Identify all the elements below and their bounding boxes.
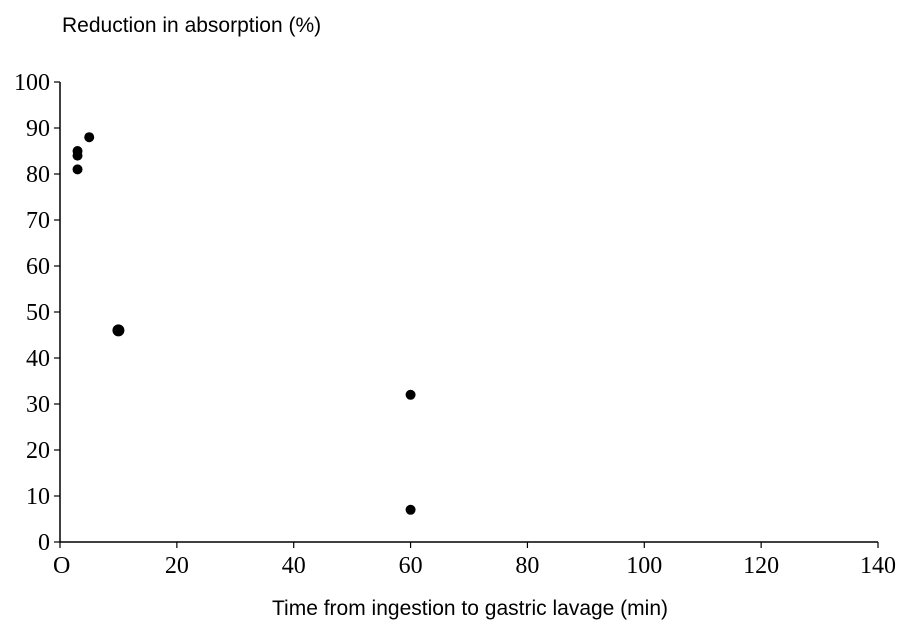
x-tick-label: 140 — [860, 553, 896, 579]
x-tick-label: 60 — [399, 553, 423, 579]
y-axis-title: Reduction in absorption (%) — [62, 14, 322, 37]
x-tick-label: 100 — [626, 553, 662, 579]
y-tick-label: 70 — [26, 208, 50, 234]
axis-ticks: O 20 40 60 80 100 120 140 0 10 20 30 40 50 60 70 80 90 100 — [14, 70, 896, 579]
data-points — [72, 132, 416, 515]
data-point — [112, 324, 125, 337]
data-point — [84, 132, 95, 143]
y-tick-label: 100 — [14, 70, 50, 96]
x-tick-label: O — [53, 553, 70, 579]
x-tick-label: 120 — [743, 553, 779, 579]
y-tick-label: 60 — [26, 254, 50, 280]
x-tick-label: 20 — [165, 553, 189, 579]
y-tick-label: 90 — [26, 116, 50, 142]
data-point — [405, 504, 416, 515]
data-point — [72, 146, 83, 156]
y-tick-label: 30 — [26, 392, 50, 418]
y-tick-label: 20 — [26, 438, 50, 464]
x-tick-label: 40 — [282, 553, 306, 579]
y-tick-label: 10 — [26, 484, 50, 510]
data-point — [405, 389, 416, 400]
y-tick-label: 0 — [38, 530, 50, 556]
y-tick-label: 50 — [26, 300, 50, 326]
x-axis-title: Time from ingestion to gastric lavage (m… — [271, 597, 669, 620]
y-tick-label: 80 — [26, 162, 50, 188]
x-tick-label: 80 — [515, 553, 539, 579]
data-point — [72, 164, 83, 175]
y-tick-label: 40 — [26, 346, 50, 372]
